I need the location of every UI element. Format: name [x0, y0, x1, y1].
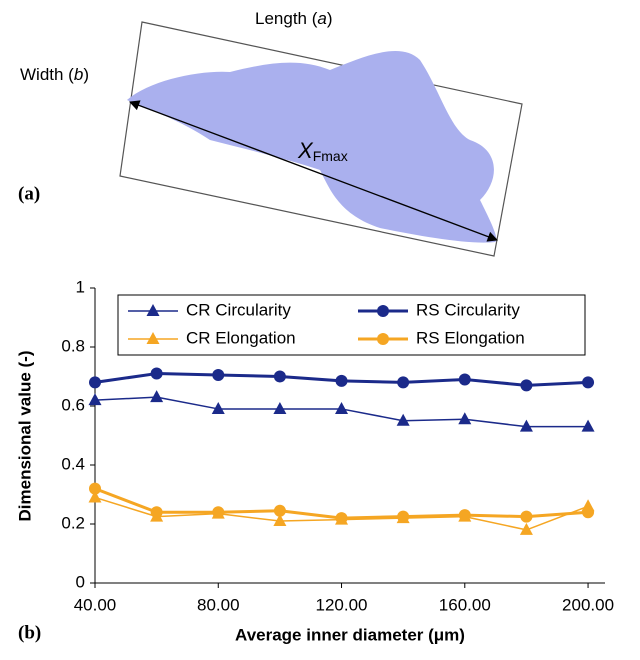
y-tick-label: 0 [76, 572, 85, 591]
panel-label: (b) [18, 622, 41, 643]
legend-label: RS Circularity [416, 300, 520, 319]
x-tick-label: 160.00 [439, 595, 491, 614]
marker [150, 506, 163, 519]
y-tick-label: 0.2 [61, 513, 85, 532]
label-part: Length ( [255, 9, 318, 28]
legend: CR Circularity RS Circularity CR Elongatio… [117, 294, 586, 356]
marker [150, 390, 164, 403]
marker [582, 376, 595, 389]
marker [519, 522, 533, 535]
feret-subscript: Fmax [313, 148, 348, 164]
marker [520, 510, 533, 523]
label-symbol: b [74, 65, 83, 84]
marker [273, 504, 286, 517]
marker [273, 401, 287, 414]
marker [89, 376, 101, 389]
marker [519, 419, 533, 432]
marker [335, 512, 348, 525]
y-tick-label: 0.8 [61, 336, 85, 355]
y-tick-label: 1 [76, 277, 85, 296]
marker [335, 401, 349, 414]
y-axis-title: Dimensional value (-) [15, 351, 34, 522]
marker [150, 367, 163, 380]
marker [458, 509, 471, 522]
marker [89, 482, 101, 495]
marker [335, 374, 348, 387]
label-part: ) [327, 9, 333, 28]
marker [396, 413, 410, 426]
x-tick-label: 120.00 [316, 595, 368, 614]
marker [146, 304, 160, 316]
feret-label: XFmax [297, 138, 348, 164]
legend-label: CR Elongation [186, 328, 296, 347]
chart: (b) Average inner diameter (μm) Dimensio… [15, 277, 614, 644]
y-tick-label: 0.6 [61, 395, 85, 414]
marker [273, 514, 287, 527]
legend-label: CR Circularity [186, 300, 291, 319]
marker [397, 510, 410, 523]
marker [397, 376, 410, 389]
marker [581, 419, 595, 432]
marker [212, 369, 225, 382]
label-symbol: a [317, 9, 326, 28]
y-tick-label: 0.4 [61, 454, 85, 473]
x-tick-label: 80.00 [197, 595, 240, 614]
feret-symbol: X [297, 138, 314, 163]
legend-label: RS Elongation [416, 328, 525, 347]
x-tick-label: 40.00 [74, 595, 117, 614]
marker [377, 333, 389, 345]
marker [212, 506, 225, 519]
x-tick-label: 200.00 [562, 595, 614, 614]
marker [520, 379, 533, 392]
marker [146, 332, 160, 344]
length-label: Length (a) [255, 9, 333, 28]
x-axis-title: Average inner diameter (μm) [235, 625, 465, 644]
marker [582, 506, 595, 519]
marker [458, 412, 472, 425]
marker [88, 393, 102, 406]
marker [273, 370, 286, 383]
feret-arrow [129, 100, 498, 242]
width-label: Width (b) [20, 65, 89, 84]
legend-box [117, 294, 586, 356]
marker [377, 305, 389, 317]
marker [211, 401, 225, 414]
marker [88, 490, 102, 503]
label-part: Width ( [20, 65, 74, 84]
marker [458, 373, 471, 386]
label-part: ) [83, 65, 89, 84]
diagram: Length (a) Width (b) XFmax (a) [18, 9, 523, 257]
panel-label: (a) [18, 183, 40, 204]
